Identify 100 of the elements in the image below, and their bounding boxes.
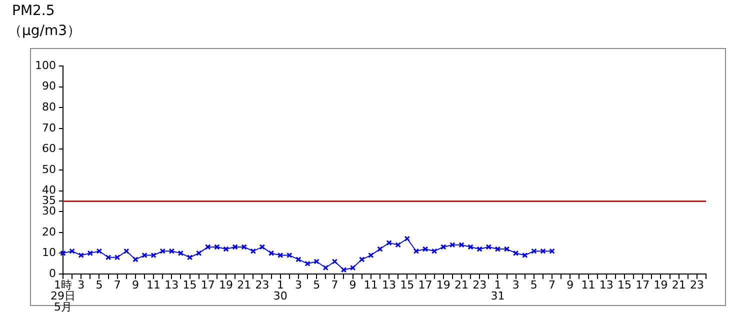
x-tick-label: 3 [512, 278, 520, 292]
x-tick-label: 11 [146, 278, 161, 292]
x-tick-label: 23 [255, 278, 270, 292]
y-tick-label: 80 [42, 100, 56, 114]
point [160, 248, 166, 254]
x-tick-label: 19 [654, 278, 668, 292]
x-tick-label: 23 [472, 278, 487, 292]
x-tick-label: 21 [237, 278, 252, 292]
point [358, 256, 365, 262]
x-tick-label: 11 [581, 278, 596, 292]
y-tick-label: 40 [42, 184, 56, 197]
x-tick-label: 21 [454, 278, 468, 292]
point [450, 242, 456, 248]
x-tick-label: 17 [418, 278, 432, 292]
x-tick-label: 13 [382, 278, 396, 292]
x-tick-label: 7 [548, 278, 556, 292]
y-tick-label: 60 [42, 142, 56, 156]
x-tick-label: 19 [219, 278, 234, 292]
point [250, 248, 256, 254]
point [124, 248, 130, 254]
y-axis-title: （μg/m3） [8, 22, 82, 40]
point [78, 252, 84, 258]
x-tick-label: 13 [599, 278, 614, 292]
point [232, 244, 238, 250]
x-tick-label: 21 [672, 278, 686, 292]
point [440, 244, 446, 250]
point [540, 248, 546, 254]
x-tick-label: 11 [364, 278, 378, 292]
point [377, 246, 383, 252]
x-tick-label: 7 [331, 278, 338, 292]
x-tick-label: 15 [617, 278, 632, 292]
point [368, 252, 374, 258]
point [114, 254, 120, 260]
x-tick-label: 9 [132, 278, 139, 292]
x-tick-label: 15 [400, 278, 414, 292]
x-tick-label: 1時 29日 5月 [50, 278, 76, 314]
point [413, 248, 420, 254]
point [522, 252, 528, 258]
y-tick-label: 10 [42, 246, 56, 260]
point [196, 250, 202, 256]
chart-title: PM2.5 [12, 3, 55, 19]
point [332, 258, 338, 264]
x-tick-label: 3 [78, 278, 85, 292]
x-tick-label: 1 30 [273, 278, 288, 302]
point [340, 266, 347, 273]
point [512, 250, 519, 256]
point [350, 264, 356, 271]
point [223, 246, 229, 252]
point [322, 264, 329, 271]
point [214, 244, 220, 250]
y-tick-label: 20 [42, 225, 56, 238]
x-tick-label: 7 [114, 278, 121, 292]
x-tick-label: 5 [530, 278, 538, 292]
x-tick-label: 13 [164, 278, 179, 292]
x-tick-label: 3 [294, 278, 302, 292]
point [458, 242, 464, 248]
x-tick-label: 19 [436, 278, 450, 292]
point [404, 236, 410, 242]
x-tick-label: 17 [200, 278, 215, 292]
point [105, 254, 112, 260]
point [150, 252, 156, 258]
point [386, 240, 392, 246]
point [259, 244, 266, 250]
y-tick-label: 100 [34, 58, 56, 72]
point [87, 250, 94, 256]
point [431, 248, 438, 254]
point [286, 252, 292, 258]
point [395, 242, 401, 248]
point [486, 244, 492, 250]
point [531, 248, 537, 254]
x-tick-label: 23 [690, 278, 704, 292]
x-tick-label: 9 [349, 278, 356, 292]
point [422, 246, 428, 252]
point [476, 246, 482, 252]
point [268, 250, 274, 256]
y-tick-label: 70 [42, 121, 56, 134]
point [168, 248, 175, 254]
point [241, 244, 247, 250]
point [504, 246, 510, 252]
x-tick-label: 5 [313, 278, 320, 292]
y-tick-label: 90 [42, 80, 56, 93]
point [205, 244, 211, 250]
y-tick-label: 0 [48, 266, 56, 280]
x-tick-label: 15 [182, 278, 197, 292]
point [96, 248, 102, 254]
x-tick-label: 1 31 [490, 278, 505, 302]
point [468, 244, 474, 250]
point [178, 250, 184, 256]
point [277, 252, 284, 258]
point [186, 254, 193, 260]
point [296, 256, 302, 262]
x-tick-label: 9 [566, 278, 574, 292]
point [314, 258, 320, 264]
x-tick-label: 5 [96, 278, 103, 292]
point [304, 260, 310, 266]
point [132, 256, 138, 262]
x-tick-label: 17 [636, 278, 650, 292]
point [494, 246, 501, 252]
point [69, 248, 75, 254]
y-tick-label: 50 [42, 162, 56, 176]
